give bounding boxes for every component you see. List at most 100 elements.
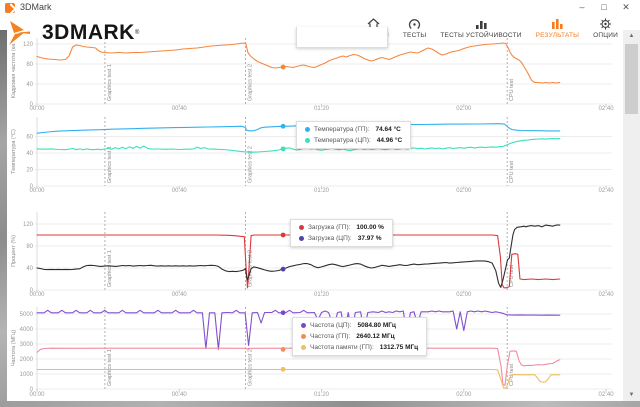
test-marker-label: Graphics test 1 [107,349,113,386]
test-marker-label: CPU test [509,161,515,183]
x-tick-label: 00:40 [172,106,188,112]
test-marker-label: Graphics test 1 [107,64,113,101]
gauge-icon [409,19,421,29]
y-tick-label: 40 [26,151,33,157]
cpu-freq-label: Частота (ЦП): [310,322,352,329]
y-tick-label: 5000 [20,312,34,318]
test-marker-label: Graphics test 1 [107,250,113,287]
close-button[interactable]: ✕ [622,2,630,12]
x-tick-label: 00:40 [172,392,188,398]
bars-icon [475,21,487,29]
tooltip-row: Частота (ГП): 2640.12 МГц [301,333,418,340]
x-tick-label: 00:00 [29,392,45,398]
y-tick-label: 120 [23,222,34,228]
logo-registered-mark: ® [134,30,140,36]
series-line-freq [36,368,561,389]
tooltip-row: Загрузка (ГП): 100.00 % [299,224,384,231]
scroll-up-arrow[interactable]: ▲ [628,33,635,39]
hover-point-freq [280,347,286,352]
y-tick-label: 40 [26,82,33,88]
results-bars-icon [551,19,563,29]
gpu-load-value: 100.00 % [356,224,384,231]
series-line-load [36,234,561,289]
y-tick-label: 120 [23,42,34,48]
chart-freq[interactable]: 0 1000 2000 3000 4000 5000 Частота (МГц) 00:00 0… [11,307,614,398]
x-tick-label: 02:00 [456,392,472,398]
nav-tests[interactable]: ТЕСТЫ [403,18,427,39]
cpu-temp-label: Температура (ЦП): [314,137,371,144]
3dmark-logo: 3DMARK ® [8,20,139,46]
gpu-temp-label: Температура (ГП): [314,126,370,133]
y-axis-title: Кадровая частота (ка [11,43,17,98]
y-axis-title: Температура (°C) [11,129,17,174]
mem-freq-label: Частота памяти (ГП): [310,344,374,351]
x-tick-label: 02:40 [599,292,615,298]
y-tick-label: 80 [26,62,33,68]
x-tick-label: 02:00 [456,292,472,298]
nav-stress-tests[interactable]: ТЕСТЫ УСТОЙЧИВОСТИ [440,18,521,39]
test-marker-label: Graphics test 2 [247,250,253,287]
3dmark-logo-icon [9,21,30,45]
x-tick-label: 00:40 [172,292,188,298]
y-tick-label: 0 [30,102,34,108]
load-tooltip: Загрузка (ГП): 100.00 % Загрузка (ЦП): 3… [290,219,393,247]
y-tick-label: 40 [26,266,33,272]
chart-load[interactable]: 0 40 80 120 Процент (%) 00:00 00:40 01:20 02:00 0… [11,212,614,298]
series-line-fps [36,42,561,84]
x-tick-label: 02:40 [599,188,615,194]
scroll-down-arrow[interactable]: ▼ [628,392,635,398]
x-tick-label: 01:20 [314,106,330,112]
maximize-button[interactable]: □ [601,2,607,12]
tooltip-row: Частота памяти (ГП): 1312.75 МГц [301,344,418,351]
x-tick-label: 01:20 [314,392,330,398]
cpu-load-value: 37.97 % [357,235,382,242]
vertical-scrollbar[interactable]: ▲ ▼ [623,30,640,401]
tooltip-row: Температура (ГП): 74.64 °C [305,126,402,133]
y-tick-label: 3000 [20,342,34,348]
cpu-load-label: Загрузка (ЦП): [308,235,352,242]
y-tick-label: 4000 [20,327,34,333]
tooltip-row: Частота (ЦП): 5084.80 МГц [301,322,418,329]
y-axis-title: Частота (МГц) [11,330,17,366]
x-tick-label: 00:00 [29,106,45,112]
gpu-freq-label: Частота (ГП): [310,333,351,340]
series-line-freq [36,347,561,386]
mem-freq-value: 1312.75 МГц [379,344,419,351]
x-tick-label: 00:00 [29,188,45,194]
fps-tooltip-clipped [296,27,388,48]
series-line-load [36,224,561,288]
x-tick-label: 01:20 [314,188,330,194]
scrollbar-thumb[interactable] [625,44,638,114]
y-tick-label: 80 [26,244,33,250]
x-tick-label: 02:00 [456,106,472,112]
chart-fps[interactable]: 0 40 80 120 Кадровая частота (ка 00:00 00:40 01… [11,38,614,112]
hover-point-freq [280,310,286,316]
test-marker-label: CPU test [509,79,515,101]
nav-results[interactable]: РЕЗУЛЬТАТЫ [536,18,579,39]
series-line-freq [36,309,561,350]
nav-options-label: ОПЦИИ [593,32,618,39]
tooltip-row: Загрузка (ЦП): 37.97 % [299,235,384,242]
series-line-temp [36,123,561,134]
nav-options[interactable]: ОПЦИИ [593,18,618,39]
y-tick-label: 1000 [20,372,34,378]
y-tick-label: 0 [30,288,34,294]
y-tick-label: 20 [26,168,33,174]
gpu-freq-dot [301,334,306,339]
left-background-strip [0,30,7,407]
hover-point-temp [280,146,286,152]
hover-point-freq [280,366,286,372]
gpu-freq-value: 2640.12 МГц [356,333,395,340]
gpu-temp-dot [305,127,310,132]
minimize-button[interactable]: – [579,2,585,12]
y-axis-title: Процент (%) [11,235,17,267]
x-tick-label: 02:00 [456,188,472,194]
nav-results-label: РЕЗУЛЬТАТЫ [535,32,580,39]
y-tick-label: 0 [30,387,34,393]
window-app-icon [5,3,15,13]
cpu-load-dot [299,236,304,241]
x-tick-label: 02:40 [599,392,615,398]
cpu-temp-dot [305,138,310,143]
test-marker-label: Graphics test 2 [247,146,253,183]
